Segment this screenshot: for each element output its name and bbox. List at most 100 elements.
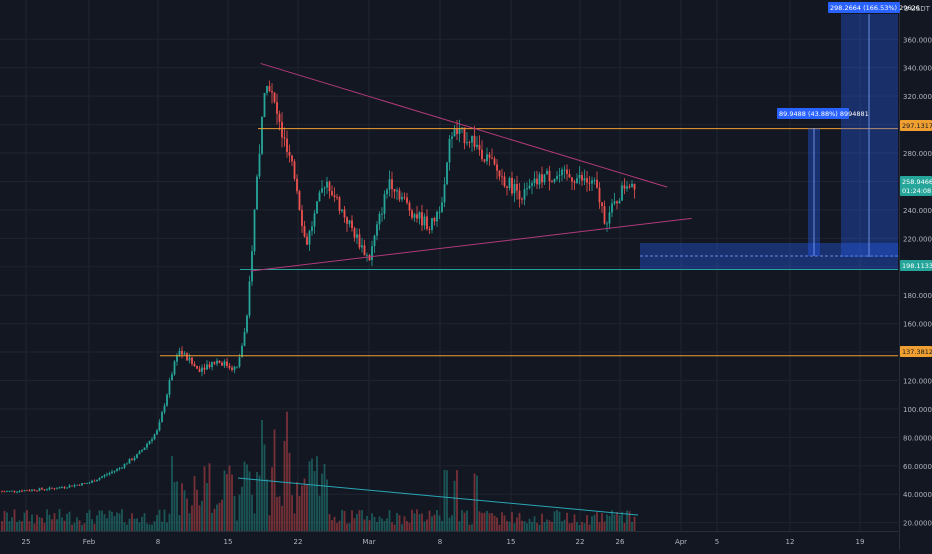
candle-body [473, 135, 476, 147]
volume-bar [416, 509, 418, 531]
volume-bar [266, 479, 268, 531]
volume-bar [533, 516, 536, 531]
volume-bar [486, 510, 488, 531]
candle-body [36, 490, 38, 492]
candle-body [181, 350, 183, 355]
volume-bar [118, 513, 121, 531]
volume-bar [303, 478, 306, 531]
candle-body [523, 189, 526, 200]
volume-bar [453, 480, 456, 531]
current-price-badge: 258.9466 [902, 178, 932, 186]
candle-body [56, 488, 58, 490]
candle-body [561, 169, 563, 176]
grid [0, 0, 898, 531]
volume-bar [246, 464, 248, 531]
volume-bar [611, 510, 613, 531]
candle-body [216, 360, 218, 364]
countdown-badge: 01:24:08 [902, 187, 931, 195]
candle-body [581, 174, 583, 181]
candle-body [578, 174, 581, 179]
candle-body [456, 128, 458, 135]
candle-body [333, 195, 336, 197]
volume-bar [581, 521, 583, 531]
volume-bar [153, 521, 156, 531]
price-tick-label: 340.0000 [903, 65, 932, 73]
volume-bar [351, 510, 353, 531]
volume-bar [341, 509, 343, 531]
volume-bar [78, 520, 81, 531]
volume-bar [566, 512, 568, 531]
candle-body [516, 183, 518, 191]
candle-body [228, 365, 231, 368]
volume-bar [401, 524, 403, 531]
volume-bar [561, 521, 563, 531]
candle-body [176, 355, 178, 362]
candle-body [183, 353, 186, 355]
volume-bar [123, 522, 126, 531]
candle-body [103, 474, 106, 477]
volume-bar [331, 520, 333, 531]
volume-bar [371, 513, 373, 531]
volume-bar [501, 512, 503, 531]
volume-bar [191, 505, 193, 531]
candle-body [243, 332, 246, 346]
volume-bar [496, 517, 498, 531]
volume-bar [406, 521, 408, 531]
candle-body [223, 361, 226, 366]
price-tick-label: 60.0000 [903, 463, 932, 471]
volume-bar [181, 483, 183, 531]
volume-bar [183, 490, 186, 531]
volume-bar [56, 519, 58, 531]
time-tick-label: 5 [715, 538, 719, 546]
time-tick-label: Apr [675, 538, 687, 546]
candle-body [373, 235, 376, 247]
volume-bar [31, 514, 33, 531]
candle-body [196, 366, 198, 369]
volume-bar [61, 517, 63, 531]
volume-bar [368, 520, 371, 531]
price-tick-label: 20.0000 [903, 520, 932, 528]
volume-bar [596, 512, 598, 531]
volume-bar [321, 473, 323, 531]
time-tick-label: 12 [786, 538, 795, 546]
volume-bar [571, 522, 573, 531]
volume-bar [516, 517, 518, 531]
candle-body [26, 490, 28, 492]
price-tick-label: 100.0000 [903, 406, 932, 414]
volume-bar [11, 517, 13, 531]
candle-body [428, 228, 431, 230]
candle-body [346, 217, 348, 224]
volume-bar [443, 469, 446, 531]
candle-body [166, 394, 168, 406]
volume-bar [126, 524, 128, 531]
candle-body [106, 474, 108, 476]
candle-body [363, 245, 366, 256]
candle-body [368, 255, 371, 261]
volume-bar [511, 512, 513, 531]
candle-body [388, 179, 391, 190]
volume-bar [206, 483, 208, 531]
candle-body [508, 177, 511, 188]
candle-body [521, 199, 523, 201]
triangle-upper-line [260, 62, 668, 188]
candle-body [58, 487, 61, 489]
price-tick-label: 80.0000 [903, 434, 932, 442]
candle-body [251, 251, 253, 282]
candle-body [238, 357, 241, 367]
volume-bar [626, 510, 628, 531]
volume-bar [381, 518, 383, 531]
volume-bar [551, 521, 553, 531]
volume-bar [231, 474, 233, 531]
volume-bar [523, 521, 526, 531]
candle-body [538, 174, 541, 185]
candle-body [313, 213, 316, 227]
volume-bar [358, 510, 361, 531]
volume-bar [548, 520, 551, 531]
volume-bar [193, 475, 196, 531]
candle-body [78, 484, 81, 486]
candle-body [543, 174, 546, 183]
candle-body [118, 467, 121, 469]
volume-bar [476, 475, 478, 531]
